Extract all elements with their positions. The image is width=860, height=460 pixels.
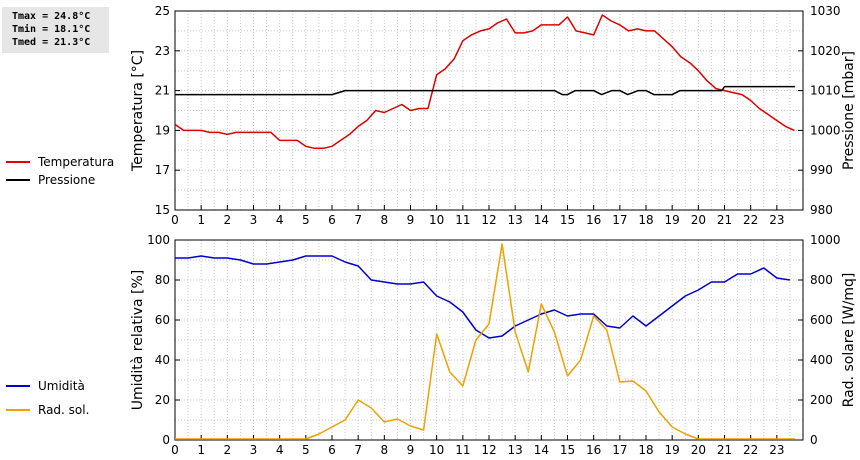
hum-y2-tick-label: 200 <box>810 393 833 407</box>
hum-x-tick-label: 18 <box>638 443 653 457</box>
temp-x-tick-label: 20 <box>691 213 706 227</box>
temp-y-tick-label: 17 <box>155 163 170 177</box>
temp-x-tick-label: 18 <box>638 213 653 227</box>
tmin-label: Tmin = 18.1°C <box>12 24 91 35</box>
temp-x-tick-label: 2 <box>224 213 232 227</box>
hum-x-tick-label: 13 <box>508 443 523 457</box>
hum-x-tick-label: 20 <box>691 443 706 457</box>
hum-x-tick-label: 4 <box>276 443 284 457</box>
hum-x-tick-label: 7 <box>354 443 362 457</box>
hum-x-tick-label: 22 <box>743 443 758 457</box>
hum-x-tick-label: 1 <box>197 443 205 457</box>
hum-y-tick-label: 100 <box>147 233 170 247</box>
temp-y-tick-label: 23 <box>155 44 170 58</box>
temp-x-tick-label: 14 <box>534 213 549 227</box>
temp-x-tick-label: 4 <box>276 213 284 227</box>
hum-y-tick-label: 40 <box>155 353 170 367</box>
hum-y2-tick-label: 600 <box>810 313 833 327</box>
hum-x-tick-label: 14 <box>534 443 549 457</box>
temp-x-tick-label: 22 <box>743 213 758 227</box>
temp-x-tick-label: 8 <box>381 213 389 227</box>
hum-x-tick-label: 0 <box>171 443 179 457</box>
temp-x-tick-label: 10 <box>429 213 444 227</box>
temp-y2-tick-label: 1030 <box>810 4 841 18</box>
hum-x-tick-label: 8 <box>381 443 389 457</box>
hum-y-tick-label: 20 <box>155 393 170 407</box>
hum-x-tick-label: 6 <box>328 443 336 457</box>
temp-x-tick-label: 11 <box>455 213 470 227</box>
temp-x-tick-label: 15 <box>560 213 575 227</box>
stats-box: Tmax = 24.8°C Tmin = 18.1°C Tmed = 21.3°… <box>2 7 109 53</box>
hum-legend-label: Rad. sol. <box>38 403 89 417</box>
hum-y2-tick-label: 400 <box>810 353 833 367</box>
temp-y2-tick-label: 1010 <box>810 84 841 98</box>
temp-x-tick-label: 23 <box>769 213 784 227</box>
temp-x-tick-label: 21 <box>717 213 732 227</box>
hum-x-tick-label: 3 <box>250 443 258 457</box>
temp-ylabel: Temperatura [°C] <box>130 50 146 172</box>
temp-y-tick-label: 15 <box>155 203 170 217</box>
temp-x-tick-label: 6 <box>328 213 336 227</box>
hum-x-tick-label: 2 <box>224 443 232 457</box>
temp-x-tick-label: 17 <box>612 213 627 227</box>
hum-x-tick-label: 21 <box>717 443 732 457</box>
temp-x-tick-label: 12 <box>481 213 496 227</box>
hum-series-1-line <box>175 243 796 440</box>
temp-y2label: Pressione [mbar] <box>841 51 857 170</box>
temp-x-tick-label: 19 <box>665 213 680 227</box>
hum-ylabel: Umidità relativa [%] <box>130 270 146 411</box>
hum-y2-tick-label: 800 <box>810 273 833 287</box>
temp-x-tick-label: 9 <box>407 213 415 227</box>
hum-x-tick-label: 15 <box>560 443 575 457</box>
hum-x-tick-label: 9 <box>407 443 415 457</box>
temp-y-tick-label: 25 <box>155 4 170 18</box>
hum-x-tick-label: 16 <box>586 443 601 457</box>
temp-y2-tick-label: 980 <box>810 203 833 217</box>
hum-x-tick-label: 17 <box>612 443 627 457</box>
hum-x-tick-label: 11 <box>455 443 470 457</box>
temp-y-tick-label: 21 <box>155 84 170 98</box>
temp-x-tick-label: 16 <box>586 213 601 227</box>
temp-x-tick-label: 7 <box>354 213 362 227</box>
tmed-label: Tmed = 21.3°C <box>12 37 91 48</box>
hum-x-tick-label: 23 <box>769 443 784 457</box>
temp-x-tick-label: 5 <box>302 213 310 227</box>
temp-y-tick-label: 19 <box>155 123 170 137</box>
hum-y-tick-label: 0 <box>162 433 170 447</box>
temp-series-0-line <box>174 14 795 150</box>
temp-x-tick-label: 13 <box>508 213 523 227</box>
hum-series-0-line <box>175 255 791 339</box>
temp-y2-tick-label: 1020 <box>810 44 841 58</box>
temp-legend-label: Temperatura <box>37 155 114 169</box>
hum-x-tick-label: 10 <box>429 443 444 457</box>
hum-x-tick-label: 12 <box>481 443 496 457</box>
hum-y-tick-label: 60 <box>155 313 170 327</box>
hum-y2-tick-label: 1000 <box>810 233 841 247</box>
tmax-label: Tmax = 24.8°C <box>12 11 91 22</box>
temp-x-tick-label: 1 <box>197 213 205 227</box>
hum-x-tick-label: 19 <box>665 443 680 457</box>
hum-y-tick-label: 80 <box>155 273 170 287</box>
temp-legend-label: Pressione <box>38 173 95 187</box>
temp-y2-tick-label: 990 <box>810 163 833 177</box>
hum-x-tick-label: 5 <box>302 443 310 457</box>
hum-legend-label: Umidità <box>38 379 85 393</box>
temp-x-tick-label: 3 <box>250 213 258 227</box>
hum-y2-tick-label: 0 <box>810 433 818 447</box>
temp-y2-tick-label: 1000 <box>810 123 841 137</box>
temp-x-tick-label: 0 <box>171 213 179 227</box>
temp-series-1-line <box>175 85 796 96</box>
hum-y2label: Rad. solare [W/mq] <box>841 273 857 408</box>
